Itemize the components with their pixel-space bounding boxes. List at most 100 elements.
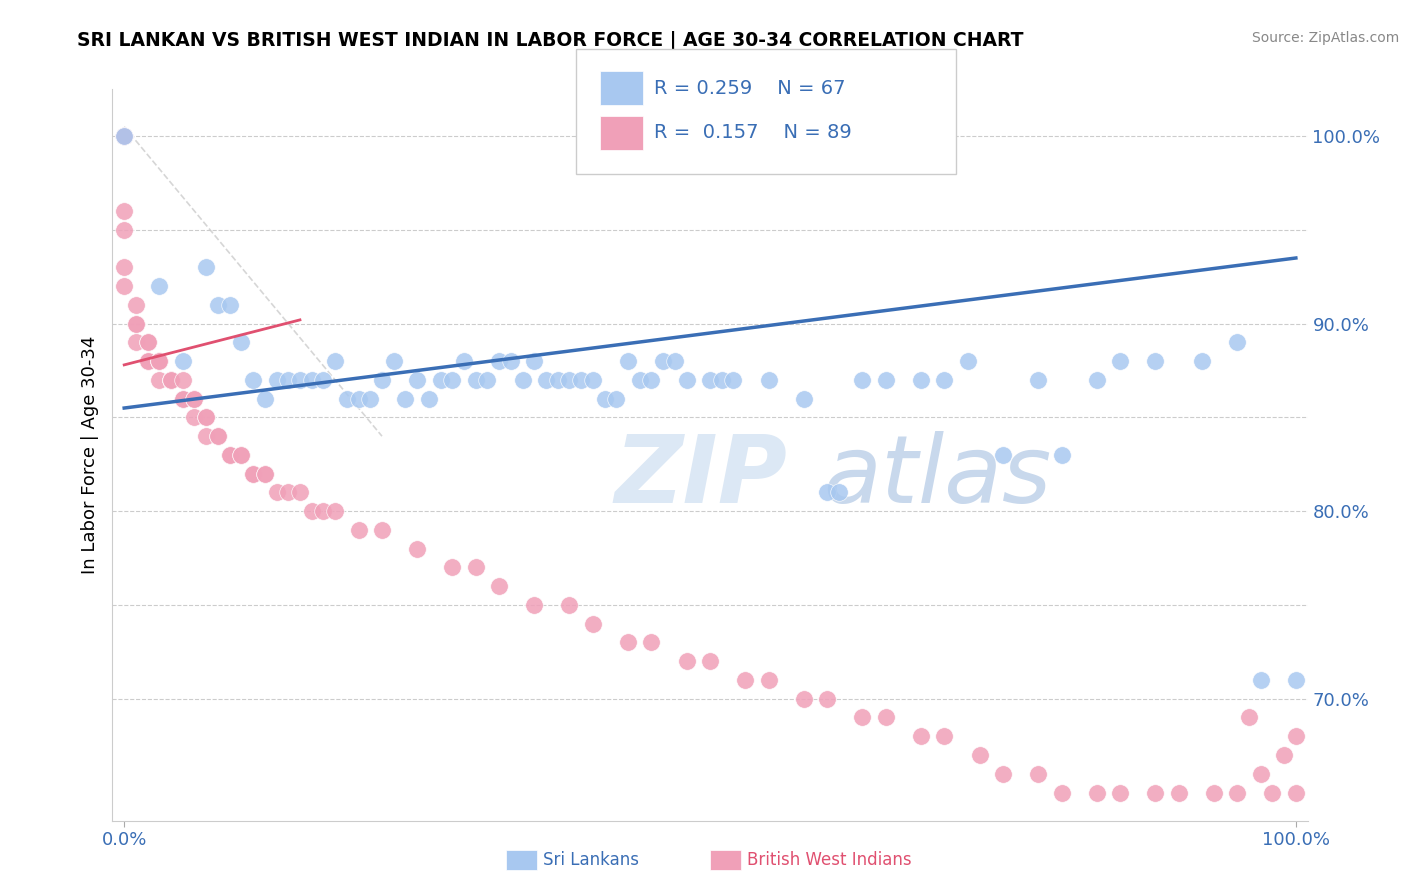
Point	[218, 298, 240, 312]
Point	[1250, 766, 1272, 780]
Point	[734, 673, 756, 687]
Point	[464, 560, 486, 574]
Point	[488, 354, 510, 368]
Point	[1085, 785, 1108, 799]
Point	[640, 635, 662, 649]
Point	[593, 392, 616, 406]
Point	[323, 354, 346, 368]
Point	[851, 373, 873, 387]
Point	[242, 467, 264, 481]
Point	[183, 392, 205, 406]
Point	[231, 448, 253, 462]
Point	[195, 429, 218, 443]
Text: Sri Lankans: Sri Lankans	[543, 851, 638, 869]
Point	[934, 729, 956, 743]
Point	[582, 616, 605, 631]
Point	[477, 373, 499, 387]
Point	[112, 223, 135, 237]
Text: R = 0.259    N = 67: R = 0.259 N = 67	[654, 78, 845, 98]
Point	[1285, 729, 1308, 743]
Point	[534, 373, 557, 387]
Point	[125, 317, 148, 331]
Point	[183, 392, 205, 406]
Point	[242, 373, 264, 387]
Y-axis label: In Labor Force | Age 30-34: In Labor Force | Age 30-34	[80, 335, 98, 574]
Point	[183, 410, 205, 425]
Point	[793, 691, 815, 706]
Point	[148, 373, 170, 387]
Point	[112, 129, 135, 144]
Point	[336, 392, 359, 406]
Point	[148, 354, 170, 368]
Point	[499, 354, 522, 368]
Point	[758, 373, 780, 387]
Point	[815, 691, 838, 706]
Point	[406, 541, 429, 556]
Point	[301, 373, 323, 387]
Point	[112, 279, 135, 293]
Point	[231, 448, 253, 462]
Text: R =  0.157    N = 89: R = 0.157 N = 89	[654, 123, 852, 143]
Point	[640, 373, 662, 387]
Point	[523, 354, 546, 368]
Point	[488, 579, 510, 593]
Text: SRI LANKAN VS BRITISH WEST INDIAN IN LABOR FORCE | AGE 30-34 CORRELATION CHART: SRI LANKAN VS BRITISH WEST INDIAN IN LAB…	[77, 31, 1024, 51]
Point	[347, 523, 370, 537]
Point	[112, 204, 135, 219]
Text: atlas: atlas	[824, 432, 1052, 523]
Point	[160, 373, 183, 387]
Point	[1050, 448, 1073, 462]
Point	[288, 373, 311, 387]
Text: British West Indians: British West Indians	[747, 851, 911, 869]
Point	[617, 635, 640, 649]
Point	[382, 354, 405, 368]
Point	[207, 298, 229, 312]
Point	[266, 485, 288, 500]
Point	[112, 129, 135, 144]
Point	[207, 429, 229, 443]
Point	[628, 373, 651, 387]
Point	[312, 373, 335, 387]
Point	[136, 335, 159, 350]
Point	[710, 373, 733, 387]
Point	[312, 504, 335, 518]
Point	[558, 598, 581, 612]
Point	[125, 335, 148, 350]
Point	[371, 523, 394, 537]
Point	[441, 560, 464, 574]
Point	[160, 373, 183, 387]
Point	[218, 448, 240, 462]
Point	[453, 354, 475, 368]
Point	[569, 373, 592, 387]
Point	[1050, 785, 1073, 799]
Point	[195, 410, 218, 425]
Point	[112, 129, 135, 144]
Point	[675, 373, 697, 387]
Point	[910, 729, 932, 743]
Point	[1191, 354, 1213, 368]
Point	[277, 373, 299, 387]
Point	[582, 373, 605, 387]
Point	[1261, 785, 1284, 799]
Point	[675, 654, 697, 668]
Point	[969, 747, 991, 762]
Point	[218, 448, 240, 462]
Point	[160, 373, 183, 387]
Point	[1226, 335, 1249, 350]
Point	[253, 467, 276, 481]
Point	[605, 392, 627, 406]
Point	[148, 354, 170, 368]
Point	[1109, 785, 1132, 799]
Point	[406, 373, 429, 387]
Point	[136, 354, 159, 368]
Point	[558, 373, 581, 387]
Point	[1226, 785, 1249, 799]
Point	[910, 373, 932, 387]
Point	[1167, 785, 1189, 799]
Point	[1250, 673, 1272, 687]
Point	[1202, 785, 1225, 799]
Point	[253, 467, 276, 481]
Point	[277, 485, 299, 500]
Point	[172, 392, 194, 406]
Point	[195, 410, 218, 425]
